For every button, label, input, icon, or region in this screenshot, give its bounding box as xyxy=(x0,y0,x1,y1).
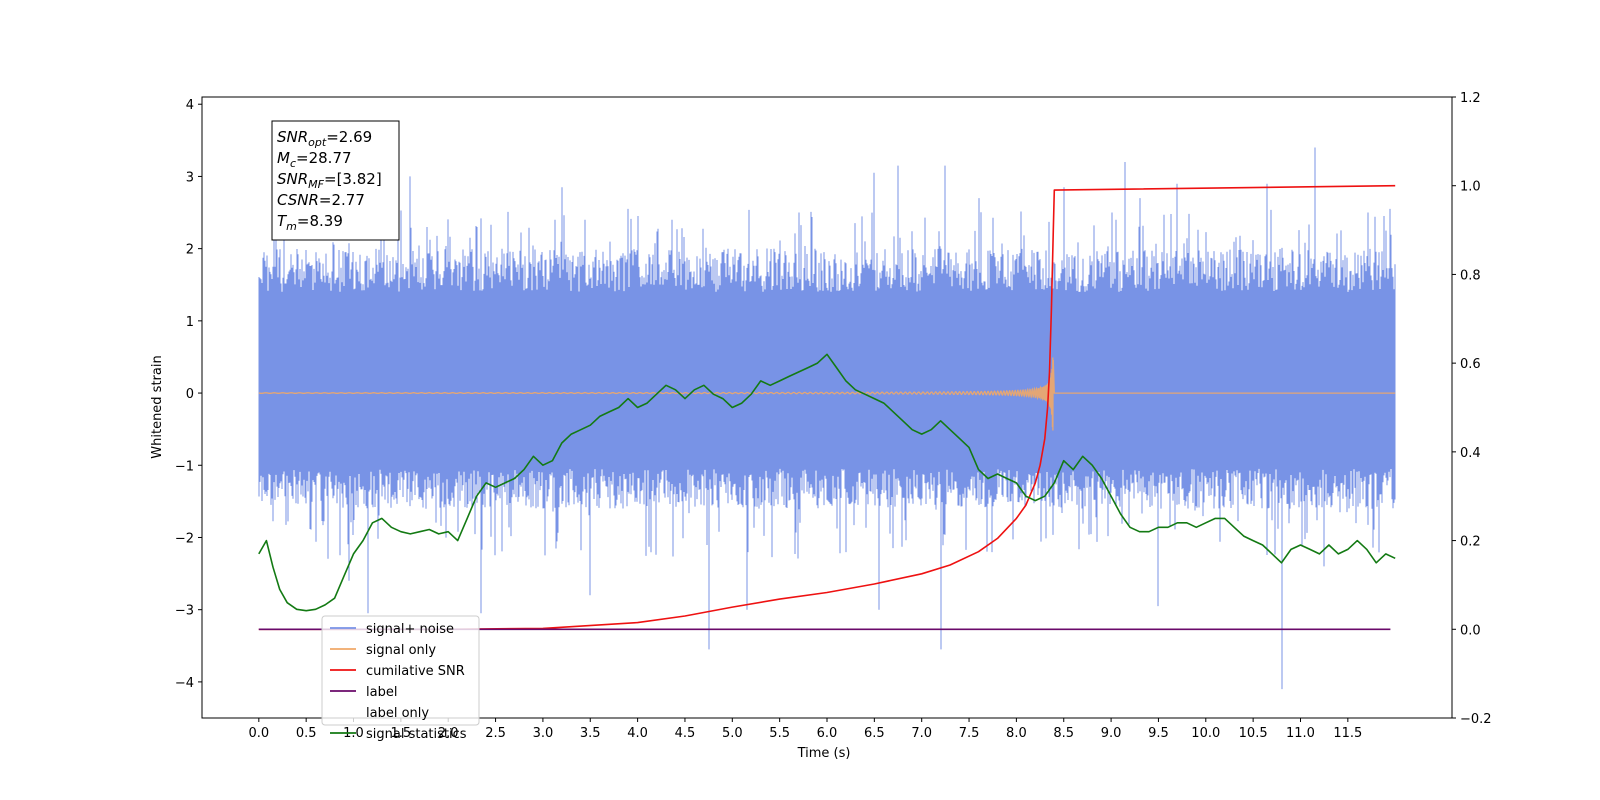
y2-tick-label: 0.4 xyxy=(1460,446,1481,461)
y2-tick-label: 0.2 xyxy=(1460,535,1481,550)
x-tick-label: 6.5 xyxy=(864,726,885,741)
x-axis-label: Time (s) xyxy=(797,746,851,761)
y2-tick-label: 0.6 xyxy=(1460,357,1481,372)
annotation-line: SNRopt=2.69 xyxy=(277,128,372,149)
x-tick-label: 0.5 xyxy=(296,726,317,741)
y-tick-label: −3 xyxy=(175,604,194,619)
x-tick-label: 2.5 xyxy=(485,726,506,741)
y2-tick-label: 0.0 xyxy=(1460,623,1481,638)
x-tick-label: 2.0 xyxy=(438,726,459,741)
y-axis-label: Whitened strain xyxy=(150,355,165,458)
annotation-line: CSNR=2.77 xyxy=(277,191,365,209)
x-tick-label: 3.5 xyxy=(580,726,601,741)
y-tick-label: 1 xyxy=(186,315,194,330)
x-tick-label: 0.0 xyxy=(248,726,269,741)
legend-label: label xyxy=(366,685,397,700)
y2-tick-label: 1.2 xyxy=(1460,91,1481,106)
y-tick-label: −2 xyxy=(175,531,194,546)
annotation-box: SNRopt=2.69Mc=28.77SNRMF=[3.82]CSNR=2.77… xyxy=(271,120,400,241)
legend-label: cumilative SNR xyxy=(366,664,465,679)
y-tick-label: 4 xyxy=(186,98,194,113)
y-tick-label: −1 xyxy=(175,459,194,474)
annotation-line: SNRMF=[3.82] xyxy=(277,170,382,191)
annotation-line: Mc=28.77 xyxy=(277,149,352,170)
y-tick-label: 0 xyxy=(186,387,194,402)
legend-frame xyxy=(321,615,480,726)
series-signal-noise xyxy=(258,147,1396,690)
x-tick-label: 7.5 xyxy=(959,726,980,741)
x-tick-label: 3.0 xyxy=(533,726,554,741)
x-tick-label: 9.0 xyxy=(1101,726,1122,741)
plot-area xyxy=(258,147,1396,690)
legend-label: signal only xyxy=(366,643,436,658)
x-tick-label: 10.5 xyxy=(1239,726,1268,741)
x-tick-label: 1.5 xyxy=(391,726,412,741)
y-tick-label: 3 xyxy=(186,170,194,185)
y2-tick-label: 0.8 xyxy=(1460,268,1481,283)
x-tick-label: 10.0 xyxy=(1191,726,1220,741)
series-line xyxy=(258,184,1396,631)
x-tick-label: 5.0 xyxy=(722,726,743,741)
y-tick-label: 2 xyxy=(186,243,194,258)
x-tick-label: 4.0 xyxy=(627,726,648,741)
legend-label: signal statistics xyxy=(366,727,467,742)
y2-tick-label: −0.2 xyxy=(1460,712,1492,727)
x-tick-label: 11.5 xyxy=(1333,726,1362,741)
y-axis-ticks: −4 −3 −2 −1 0 1 2 3 4 xyxy=(175,98,202,691)
x-tick-label: 6.0 xyxy=(817,726,838,741)
y2-axis-ticks: −0.2 0.0 0.2 0.4 0.6 0.8 1.0 1.2 xyxy=(1452,91,1492,727)
x-tick-label: 8.0 xyxy=(1006,726,1027,741)
x-tick-label: 7.0 xyxy=(911,726,932,741)
annotation-line: Tm=8.39 xyxy=(277,212,343,233)
legend-label: label only xyxy=(366,706,429,721)
x-tick-label: 5.5 xyxy=(769,726,790,741)
x-tick-label: 8.5 xyxy=(1053,726,1074,741)
legend-label: signal+ noise xyxy=(366,622,454,637)
legend: signal+ noise signal only cumilative SNR la… xyxy=(321,615,480,742)
y2-tick-label: 1.0 xyxy=(1460,180,1481,195)
annotation-frame xyxy=(271,120,400,241)
x-tick-label: 4.5 xyxy=(675,726,696,741)
x-tick-label: 9.5 xyxy=(1148,726,1169,741)
x-tick-label: 11.0 xyxy=(1286,726,1315,741)
y-tick-label: −4 xyxy=(175,676,194,691)
series-line xyxy=(258,353,1396,612)
x-axis-ticks: 0.0 0.5 1.0 1.5 2.0 2.5 3.0 3.5 4.0 4.5 5.0 5.5 6.0 6… xyxy=(248,718,1362,741)
